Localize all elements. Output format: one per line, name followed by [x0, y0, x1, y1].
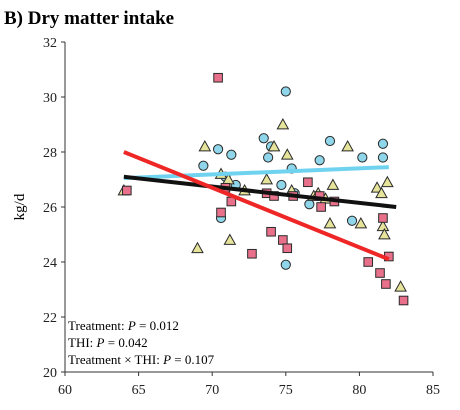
circle-point	[304, 199, 315, 210]
annotation-interaction: Treatment × THI: P = 0.107	[68, 352, 215, 367]
square-point	[282, 243, 293, 254]
triangle-point	[280, 148, 294, 160]
square-point	[122, 185, 132, 196]
trendline	[123, 150, 390, 262]
y-tick-label: 30	[43, 91, 57, 106]
y-axis-label: kg/d	[12, 193, 28, 220]
circle-point	[280, 259, 291, 270]
square-point	[303, 177, 313, 188]
square-point	[363, 257, 374, 267]
x-tick-label: 85	[426, 383, 440, 398]
x-tick-label: 65	[132, 383, 146, 398]
y-tick-label: 26	[43, 201, 57, 216]
x-tick-label: 70	[205, 383, 219, 398]
chart-title: B) Dry matter intake	[4, 8, 174, 29]
triangle-point	[378, 227, 391, 240]
circle-point	[357, 152, 368, 163]
square-point	[398, 295, 409, 306]
y-tick-label: 28	[43, 146, 57, 161]
triangle-point	[260, 172, 274, 185]
circle-point	[263, 152, 274, 163]
square-point	[375, 268, 385, 278]
circle-point	[258, 133, 269, 144]
axes: 20 22 24 26 28 30 32 60 65 70 75 80 85	[43, 36, 440, 398]
y-tick-label: 22	[43, 311, 57, 326]
circle-point	[324, 135, 336, 147]
square-point	[381, 279, 391, 289]
triangle-point	[381, 175, 394, 188]
circle-point	[226, 149, 237, 160]
annotation-treatment: Treatment: P = 0.012	[68, 318, 179, 333]
triangle-point	[394, 280, 407, 292]
triangle-point	[276, 117, 290, 130]
square-point	[266, 226, 276, 237]
triangle-point	[341, 139, 354, 152]
square-point	[247, 248, 257, 259]
triangle-point	[354, 216, 368, 229]
triangle-point	[375, 186, 388, 199]
triangle-point	[267, 139, 281, 152]
triangle-point	[223, 233, 237, 245]
data-points	[117, 72, 409, 306]
circle-point	[276, 179, 287, 191]
y-tick-label: 20	[43, 366, 57, 381]
triangle-point	[370, 181, 384, 193]
circle-point	[377, 138, 389, 149]
square-point	[216, 207, 226, 218]
triangle-point	[323, 216, 337, 229]
trendlines	[123, 150, 397, 262]
trendline	[123, 165, 389, 181]
statistics-annotations: Treatment: P = 0.012 THI: P = 0.042 Trea…	[68, 318, 215, 367]
x-tick-label: 60	[58, 383, 72, 398]
square-point	[378, 213, 388, 223]
circle-point	[314, 155, 325, 166]
y-tick-label: 32	[43, 36, 57, 51]
triangle-point	[191, 241, 204, 254]
triangle-point	[326, 178, 340, 190]
x-tick-label: 80	[352, 383, 366, 398]
triangle-point	[198, 139, 212, 152]
square-point	[213, 72, 223, 83]
y-tick-label: 24	[43, 256, 57, 271]
square-point	[278, 235, 288, 245]
circle-point	[212, 144, 224, 155]
x-tick-label: 75	[279, 383, 293, 398]
circle-point	[198, 160, 209, 171]
circle-point	[280, 86, 291, 97]
circle-point	[346, 215, 358, 226]
square-point	[316, 202, 326, 212]
annotation-thi: THI: P = 0.042	[68, 335, 148, 350]
trendline	[123, 174, 397, 209]
circle-point	[377, 152, 389, 163]
